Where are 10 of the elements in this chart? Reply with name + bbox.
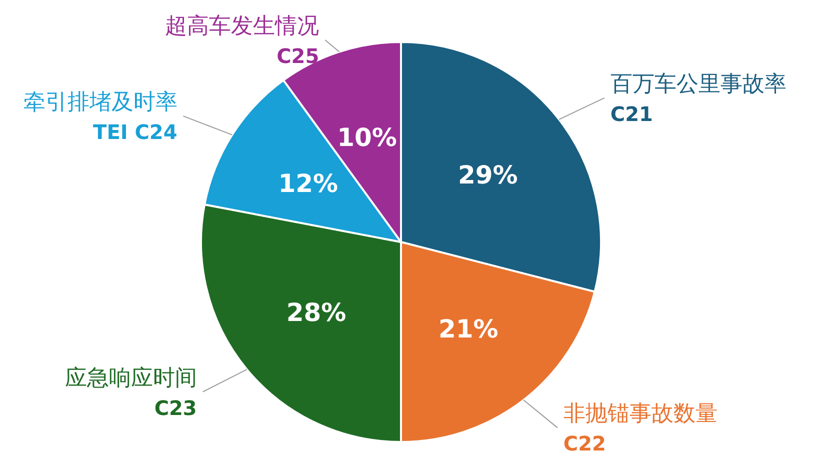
slice-label: 非抛锚事故数量 C22 (563, 402, 718, 456)
data-label: 10% (337, 123, 397, 152)
slice-label: 应急响应时间 C23 (64, 366, 197, 420)
slice-label: 牵引排堵及时率 TEI C24 (23, 90, 178, 144)
data-label: 28% (286, 298, 346, 327)
data-label: 12% (278, 168, 338, 198)
data-label: 29% (458, 160, 518, 190)
slice-label: 超高车发生情况 C25 (165, 14, 320, 68)
data-label: 21% (438, 314, 498, 344)
slice-label: 百万车公里事故率 C21 (610, 72, 786, 126)
